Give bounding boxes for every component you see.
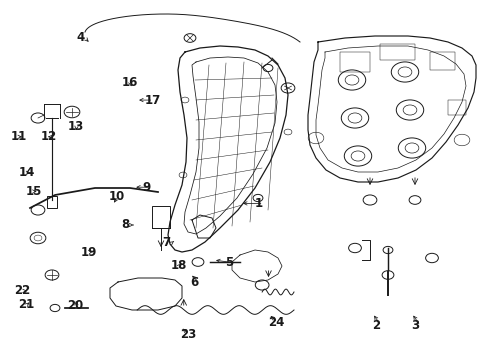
Bar — [152, 206, 170, 228]
Text: 9: 9 — [142, 181, 150, 194]
Text: 2: 2 — [372, 319, 381, 332]
Text: 14: 14 — [19, 166, 35, 179]
Text: 4: 4 — [76, 31, 84, 44]
Bar — [448, 100, 466, 115]
Bar — [47, 196, 57, 208]
Text: 16: 16 — [122, 76, 138, 89]
Bar — [340, 52, 370, 72]
Text: 13: 13 — [68, 120, 84, 133]
Text: 17: 17 — [145, 94, 161, 107]
Text: 19: 19 — [81, 246, 97, 258]
Text: 21: 21 — [19, 298, 35, 311]
Text: 6: 6 — [190, 276, 198, 289]
Text: 18: 18 — [171, 259, 187, 272]
Text: 20: 20 — [68, 299, 84, 312]
Bar — [430, 52, 455, 70]
Text: 8: 8 — [122, 219, 130, 231]
Text: 5: 5 — [225, 256, 234, 269]
Text: 22: 22 — [14, 284, 30, 297]
Text: 7: 7 — [163, 237, 171, 249]
Text: 15: 15 — [25, 185, 42, 198]
Bar — [380, 44, 415, 60]
Text: 12: 12 — [41, 130, 57, 143]
Text: 24: 24 — [269, 316, 285, 329]
Text: 3: 3 — [412, 319, 420, 332]
Text: 1: 1 — [255, 197, 263, 210]
Text: 10: 10 — [109, 190, 125, 203]
Text: 23: 23 — [180, 328, 196, 341]
Text: 11: 11 — [11, 130, 27, 143]
